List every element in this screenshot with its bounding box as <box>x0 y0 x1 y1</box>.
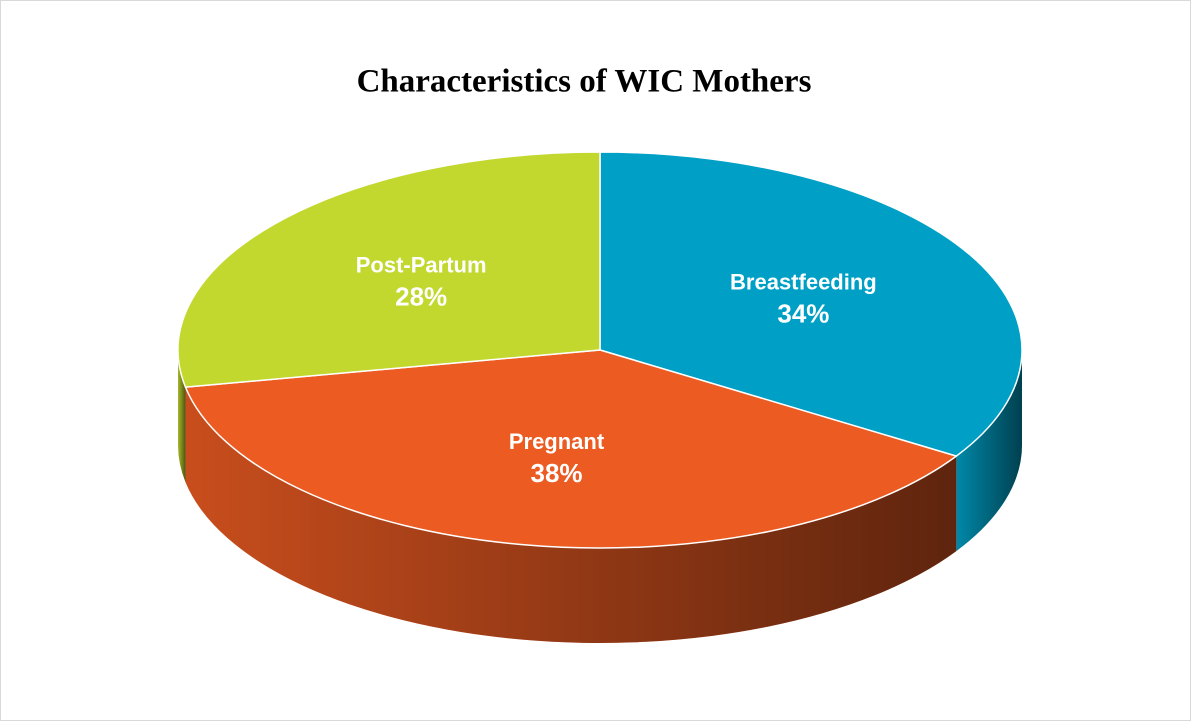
slice-side-shade <box>956 350 1022 552</box>
slice-value-label: 28% <box>395 281 447 311</box>
slice-side-shade <box>185 387 957 644</box>
slice-top <box>599 151 1023 457</box>
slice-label: Breastfeeding <box>730 269 877 294</box>
slice-top <box>184 349 958 549</box>
slice-value-label: 38% <box>530 458 582 488</box>
chart-title: Characteristics of WIC Mothers <box>357 64 812 100</box>
slice-label: Pregnant <box>509 429 605 454</box>
pie: Breastfeeding 34% Pregnant 38% Post-Partum 28… <box>177 151 1023 644</box>
slice-top <box>177 151 601 388</box>
slice-label: Post-Partum <box>356 252 487 277</box>
slice-value-label: 34% <box>777 298 829 328</box>
